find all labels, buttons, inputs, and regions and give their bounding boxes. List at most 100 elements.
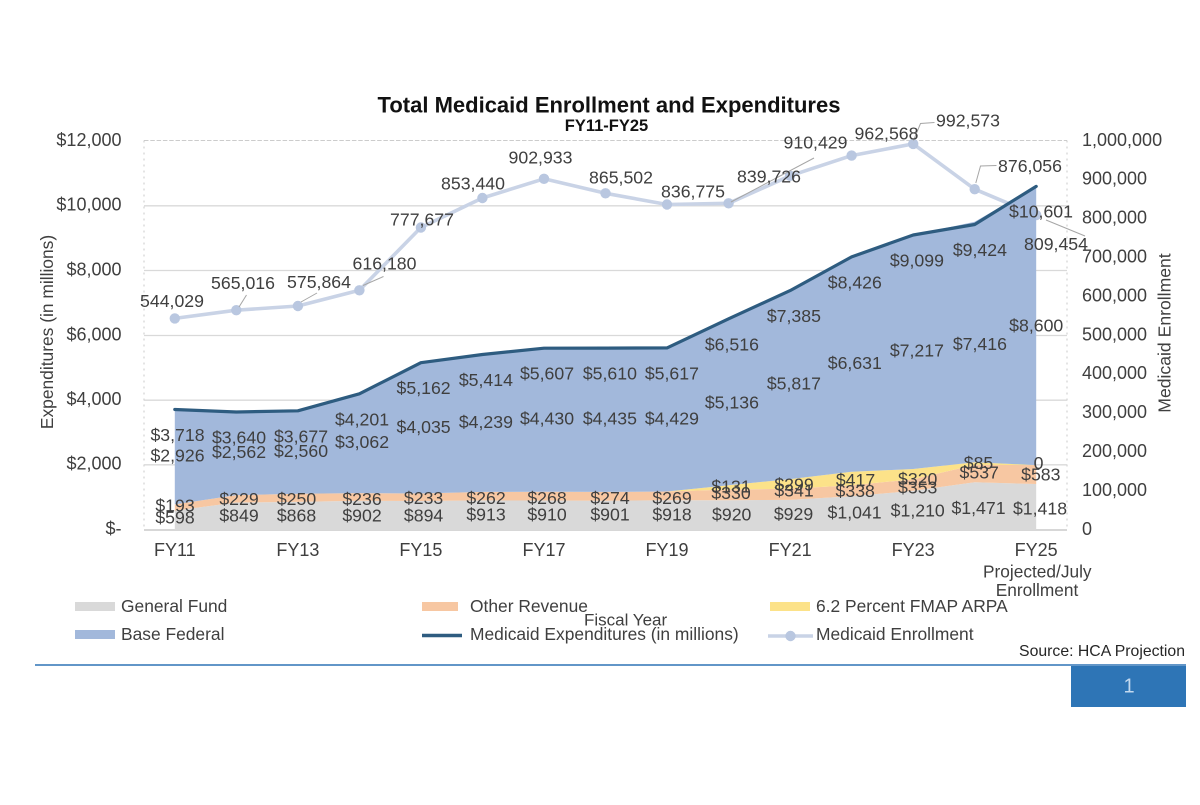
- svg-text:$537: $537: [960, 463, 999, 483]
- svg-text:FY15: FY15: [399, 540, 442, 560]
- svg-text:$1,210: $1,210: [891, 501, 945, 521]
- svg-text:General Fund: General Fund: [121, 596, 227, 616]
- svg-text:$929: $929: [774, 504, 813, 524]
- svg-text:$269: $269: [652, 488, 691, 508]
- svg-text:$131: $131: [711, 477, 750, 497]
- svg-text:$320: $320: [898, 469, 938, 489]
- svg-text:$5,610: $5,610: [583, 364, 637, 384]
- svg-text:1,000,000: 1,000,000: [1082, 130, 1162, 150]
- svg-text:$6,516: $6,516: [705, 334, 759, 354]
- svg-text:$901: $901: [590, 505, 629, 525]
- svg-text:FY25: FY25: [1015, 540, 1058, 560]
- svg-text:$8,426: $8,426: [828, 272, 882, 292]
- svg-text:$5,607: $5,607: [520, 364, 574, 384]
- svg-text:Source: HCA Projection: Source: HCA Projection: [1019, 643, 1185, 660]
- svg-text:565,016: 565,016: [211, 273, 275, 293]
- svg-text:500,000: 500,000: [1082, 324, 1147, 344]
- svg-text:$4,239: $4,239: [459, 412, 513, 432]
- svg-text:400,000: 400,000: [1082, 363, 1147, 383]
- svg-text:$2,000: $2,000: [66, 454, 121, 474]
- svg-text:$9,424: $9,424: [953, 240, 1007, 260]
- svg-text:700,000: 700,000: [1082, 246, 1147, 266]
- svg-text:$5,162: $5,162: [397, 378, 451, 398]
- svg-text:$353: $353: [898, 478, 938, 498]
- svg-text:$338: $338: [836, 481, 876, 501]
- svg-text:836,775: 836,775: [661, 182, 725, 202]
- svg-text:$229: $229: [219, 489, 258, 509]
- svg-text:6.2 Percent FMAP ARPA: 6.2 Percent FMAP ARPA: [816, 596, 1008, 616]
- svg-text:$7,217: $7,217: [890, 341, 944, 361]
- svg-text:$849: $849: [219, 505, 258, 525]
- svg-text:809,454: 809,454: [1024, 234, 1088, 254]
- svg-text:$4,201: $4,201: [335, 409, 389, 429]
- svg-text:575,864: 575,864: [287, 272, 351, 292]
- svg-text:$2,562: $2,562: [212, 442, 266, 462]
- svg-text:600,000: 600,000: [1082, 285, 1147, 305]
- svg-text:Base Federal: Base Federal: [121, 624, 224, 644]
- svg-text:0: 0: [1034, 453, 1044, 473]
- svg-text:$4,430: $4,430: [520, 409, 574, 429]
- svg-text:Total Medicaid Enrollment and: Total Medicaid Enrollment and Expenditur…: [378, 93, 841, 118]
- svg-text:FY17: FY17: [522, 540, 565, 560]
- svg-text:$417: $417: [836, 470, 875, 490]
- svg-text:$913: $913: [466, 505, 506, 525]
- svg-text:$330: $330: [711, 483, 751, 503]
- svg-text:$4,429: $4,429: [645, 408, 699, 428]
- svg-text:$262: $262: [466, 488, 505, 508]
- svg-text:$7,416: $7,416: [953, 334, 1007, 354]
- svg-text:$268: $268: [527, 488, 567, 508]
- svg-text:$5,817: $5,817: [767, 374, 821, 394]
- svg-text:$583: $583: [1021, 464, 1061, 484]
- svg-text:$1,041: $1,041: [828, 503, 882, 523]
- svg-text:0: 0: [1082, 519, 1092, 539]
- svg-text:900,000: 900,000: [1082, 169, 1147, 189]
- svg-text:$920: $920: [712, 505, 752, 525]
- svg-text:616,180: 616,180: [353, 254, 417, 274]
- svg-text:$868: $868: [277, 505, 317, 525]
- svg-text:992,573: 992,573: [936, 111, 1000, 131]
- svg-text:$9,099: $9,099: [890, 250, 944, 270]
- svg-text:Fiscal Year: Fiscal Year: [584, 610, 667, 629]
- svg-text:$274: $274: [590, 488, 630, 508]
- svg-text:$1,471: $1,471: [951, 498, 1005, 518]
- svg-text:902,933: 902,933: [509, 148, 573, 168]
- svg-text:$8,000: $8,000: [66, 259, 121, 279]
- svg-text:$4,000: $4,000: [66, 389, 121, 409]
- svg-text:$3,718: $3,718: [150, 425, 204, 445]
- svg-text:300,000: 300,000: [1082, 402, 1147, 422]
- svg-text:544,029: 544,029: [140, 291, 204, 311]
- svg-text:777,677: 777,677: [390, 210, 454, 230]
- svg-text:$894: $894: [404, 505, 444, 525]
- svg-text:FY11: FY11: [154, 540, 196, 560]
- svg-text:FY21: FY21: [769, 540, 812, 560]
- svg-text:$341: $341: [774, 481, 813, 501]
- svg-text:$598: $598: [155, 508, 195, 528]
- svg-text:Projected/July: Projected/July: [983, 562, 1092, 582]
- svg-text:$233: $233: [404, 488, 444, 508]
- svg-text:$-: $-: [105, 518, 121, 538]
- svg-text:FY19: FY19: [645, 540, 688, 560]
- svg-text:$6,000: $6,000: [66, 324, 121, 344]
- svg-text:$85: $85: [964, 453, 994, 473]
- svg-text:Other Revenue: Other Revenue: [470, 596, 588, 616]
- svg-text:$6,631: $6,631: [828, 353, 882, 373]
- svg-text:$4,435: $4,435: [583, 409, 637, 429]
- svg-text:$918: $918: [652, 505, 692, 525]
- svg-text:$2,926: $2,926: [150, 446, 204, 466]
- svg-text:$8,600: $8,600: [1009, 316, 1063, 336]
- svg-text:$3,677: $3,677: [274, 426, 328, 446]
- svg-text:Enrollment: Enrollment: [996, 580, 1079, 600]
- svg-text:FY11-FY25: FY11-FY25: [565, 117, 648, 135]
- svg-text:$2,560: $2,560: [274, 441, 328, 461]
- svg-text:$3,640: $3,640: [212, 427, 266, 447]
- svg-text:800,000: 800,000: [1082, 208, 1147, 228]
- svg-text:200,000: 200,000: [1082, 441, 1147, 461]
- svg-text:$5,414: $5,414: [459, 370, 513, 390]
- svg-text:Expenditures (in millions): Expenditures (in millions): [37, 235, 57, 429]
- svg-text:FY13: FY13: [276, 540, 319, 560]
- svg-text:$10,000: $10,000: [56, 195, 121, 215]
- svg-text:$10,601: $10,601: [1009, 202, 1073, 222]
- svg-text:$910: $910: [527, 505, 567, 525]
- svg-text:$236: $236: [342, 489, 382, 509]
- svg-text:$1,418: $1,418: [1013, 499, 1067, 519]
